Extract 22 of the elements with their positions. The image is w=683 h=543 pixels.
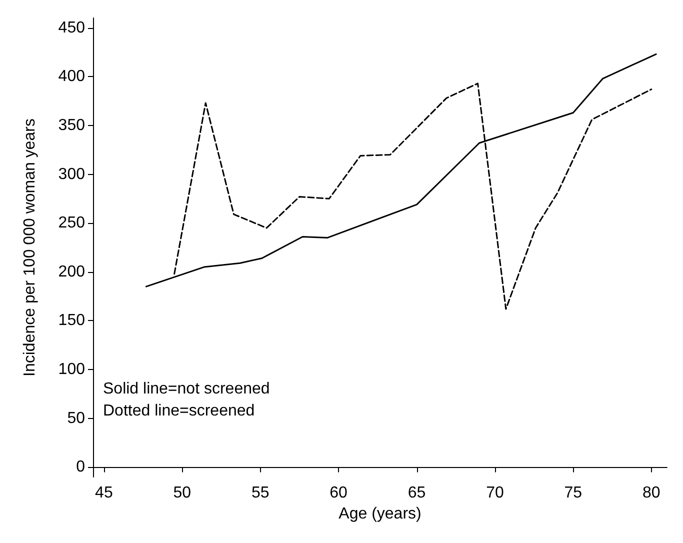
- x-tick-label: 50: [173, 484, 192, 502]
- y-tick-label: 50: [67, 410, 86, 427]
- x-tick-label: 70: [486, 484, 504, 502]
- y-tick-label: 450: [58, 19, 86, 36]
- x-tick-label: 55: [251, 484, 270, 502]
- y-tick-label: 400: [58, 68, 86, 86]
- annotation: Solid line=not screened: [103, 380, 270, 398]
- y-axis-title: Incidence per 100 000 woman years: [22, 118, 38, 376]
- y-tick-label: 200: [58, 263, 86, 280]
- x-tick-label: 60: [330, 484, 348, 502]
- x-tick-label: 80: [642, 484, 660, 502]
- annotation: Dotted line=screened: [103, 402, 255, 420]
- y-tick-label: 300: [58, 166, 86, 183]
- x-tick-label: 75: [564, 484, 582, 502]
- y-tick-label: 250: [58, 214, 86, 232]
- y-tick-label: 350: [58, 116, 86, 134]
- y-tick-label: 100: [58, 361, 86, 378]
- x-axis-title: Age (years): [338, 505, 422, 522]
- x-tick-label: 65: [408, 484, 426, 502]
- y-tick-label: 150: [58, 312, 86, 330]
- x-tick-label: 45: [95, 484, 113, 502]
- y-tick-label: 0: [76, 458, 86, 476]
